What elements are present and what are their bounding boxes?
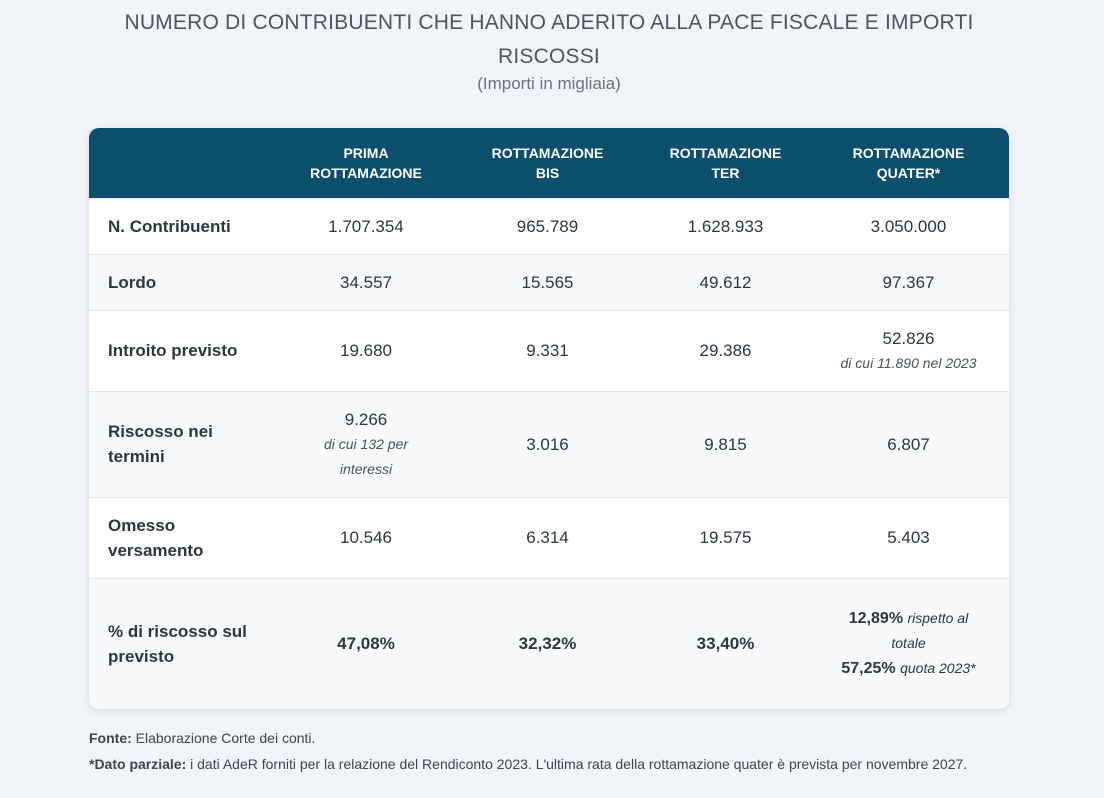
header-line: BIS: [535, 164, 560, 181]
cell-value: 3.050.000: [808, 197, 1009, 254]
row-label: Lordo: [89, 253, 280, 310]
page-title: NUMERO DI CONTRIBUENTI CHE HANNO ADERITO…: [124, 11, 974, 68]
table-card: PRIMA ROTTAMAZIONE ROTTAMAZIONE BIS ROTT…: [89, 128, 1009, 709]
cell-value: 49.612: [643, 253, 808, 310]
cell-value: 1.628.933: [643, 197, 808, 254]
row-label: N. Contribuenti: [89, 197, 280, 254]
table-header-row: PRIMA ROTTAMAZIONE ROTTAMAZIONE BIS ROTT…: [89, 128, 1009, 198]
cell-value: 19.575: [643, 496, 808, 578]
row-label: Riscosso nei termini: [89, 390, 280, 497]
header-empty: [89, 128, 280, 198]
cell-value-with-note: 9.266 di cui 132 per interessi: [280, 390, 452, 497]
row-label: Introito previsto: [89, 309, 280, 391]
cell-value: 9.266: [344, 409, 388, 429]
row-introito: Introito previsto 19.680 9.331 29.386 52…: [89, 309, 1009, 391]
header-bis: ROTTAMAZIONE BIS: [452, 128, 643, 198]
row-riscosso: Riscosso nei termini 9.266 di cui 132 pe…: [89, 390, 1009, 497]
header-line: ROTTAMAZIONE: [310, 164, 422, 181]
cell-value: 29.386: [643, 309, 808, 391]
cell-value: 34.557: [280, 253, 452, 310]
cell-value-quater: 12,89% rispetto al totale 57,25% quota 2…: [808, 577, 1009, 709]
quater-pct-line: 57,25% quota 2023*: [832, 656, 985, 681]
row-percentuale: % di riscosso sul previsto 47,08% 32,32%…: [89, 577, 1009, 709]
cell-note: di cui 11.890 nel 2023: [840, 354, 977, 371]
cell-value: 10.546: [280, 496, 452, 578]
quater-pct-text: rispetto al totale: [891, 610, 969, 652]
cell-note: di cui 132 per interessi: [323, 435, 409, 477]
fonte-label: Fonte:: [89, 730, 132, 746]
cell-value: 47,08%: [280, 577, 452, 709]
header-prima: PRIMA ROTTAMAZIONE: [280, 128, 452, 198]
cell-value: 5.403: [808, 496, 1009, 578]
cell-value: 1.707.354: [280, 197, 452, 254]
cell-value: 9.331: [452, 309, 643, 391]
header-quater: ROTTAMAZIONE QUATER*: [808, 128, 1009, 198]
cell-value: 32,32%: [452, 577, 643, 709]
cell-value: 15.565: [452, 253, 643, 310]
quater-pct-value: 12,89%: [848, 610, 904, 628]
cell-value: 9.815: [643, 390, 808, 497]
cell-value: 19.680: [280, 309, 452, 391]
footer-fonte: Fonte: Elaborazione Corte dei conti.: [89, 730, 315, 746]
header-line: ROTTAMAZIONE: [491, 144, 604, 161]
cell-value-with-note: 52.826 di cui 11.890 nel 2023: [808, 309, 1009, 391]
dato-text: i dati AdeR forniti per la relazione del…: [190, 756, 968, 772]
header-line: TER: [711, 164, 740, 181]
row-label: % di riscosso sul previsto: [89, 577, 280, 709]
header-line: ROTTAMAZIONE: [669, 144, 782, 161]
header-line: ROTTAMAZIONE: [852, 144, 965, 161]
row-lordo: Lordo 34.557 15.565 49.612 97.367: [89, 253, 1009, 310]
header-ter: ROTTAMAZIONE TER: [643, 128, 808, 198]
quater-pct-line: 12,89% rispetto al totale: [832, 606, 985, 656]
cell-value: 6.807: [808, 390, 1009, 497]
header-line: QUATER*: [876, 164, 941, 181]
cell-value: 97.367: [808, 253, 1009, 310]
cell-value: 6.314: [452, 496, 643, 578]
fonte-text: Elaborazione Corte dei conti.: [135, 730, 316, 746]
cell-value: 52.826: [882, 328, 935, 348]
page-subtitle: (Importi in migliaia): [477, 74, 621, 93]
header-line: PRIMA: [343, 144, 389, 161]
data-table: PRIMA ROTTAMAZIONE ROTTAMAZIONE BIS ROTT…: [89, 128, 1009, 709]
cell-value: 33,40%: [643, 577, 808, 709]
cell-value: 965.789: [452, 197, 643, 254]
quater-pct-text: quota 2023*: [900, 660, 976, 677]
row-omesso: Omesso versamento 10.546 6.314 19.575 5.…: [89, 496, 1009, 578]
row-label: Omesso versamento: [89, 496, 280, 578]
footer-dato-parziale: *Dato parziale: i dati AdeR forniti per …: [89, 754, 989, 774]
cell-value: 3.016: [452, 390, 643, 497]
dato-label: *Dato parziale:: [89, 756, 187, 772]
row-contribuenti: N. Contribuenti 1.707.354 965.789 1.628.…: [89, 197, 1009, 254]
quater-pct-value: 57,25%: [841, 660, 896, 678]
